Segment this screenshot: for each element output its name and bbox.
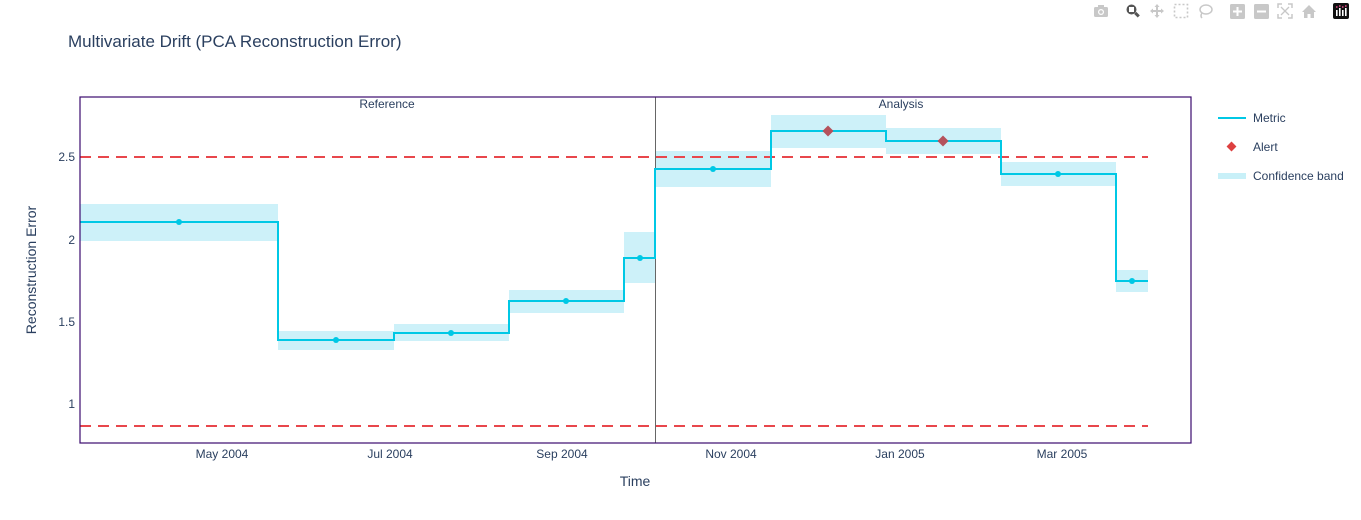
y-axis-title: Reconstruction Error	[23, 205, 39, 334]
x-tick: Mar 2005	[1037, 447, 1088, 461]
modebar	[1089, 2, 1353, 20]
lasso-select-icon[interactable]	[1193, 2, 1217, 20]
y-tick: 1	[68, 397, 75, 411]
box-select-icon[interactable]	[1169, 2, 1193, 20]
legend: Metric Alert Confidence band	[1214, 103, 1344, 190]
zoom-icon[interactable]	[1121, 2, 1145, 20]
zoom-out-icon[interactable]	[1249, 2, 1273, 20]
legend-label: Confidence band	[1253, 168, 1344, 183]
reset-axes-icon[interactable]	[1297, 2, 1321, 20]
alert-marker	[822, 125, 834, 137]
x-tick: Nov 2004	[705, 447, 757, 461]
period-label-reference: Reference	[359, 97, 415, 111]
period-label-analysis: Analysis	[879, 97, 924, 111]
plotly-logo-icon[interactable]	[1329, 2, 1353, 20]
zoom-in-icon[interactable]	[1225, 2, 1249, 20]
line-icon	[1214, 112, 1246, 124]
x-tick: Sep 2004	[536, 447, 588, 461]
legend-label: Alert	[1253, 139, 1278, 154]
x-tick: Jul 2004	[367, 447, 413, 461]
pan-icon[interactable]	[1145, 2, 1169, 20]
autoscale-icon[interactable]	[1273, 2, 1297, 20]
alert-marker	[937, 135, 949, 147]
legend-label: Metric	[1253, 110, 1286, 125]
x-axis: May 2004 Jul 2004 Sep 2004 Nov 2004 Jan …	[196, 447, 1088, 461]
y-tick: 2	[68, 233, 75, 247]
y-tick: 1.5	[58, 315, 75, 329]
legend-item-confidence-band[interactable]: Confidence band	[1214, 161, 1344, 190]
y-axis: 1 1.5 2 2.5	[58, 150, 75, 411]
y-tick: 2.5	[58, 150, 75, 164]
plot-border	[79, 96, 1192, 444]
alert-markers	[822, 125, 949, 147]
camera-icon[interactable]	[1089, 2, 1113, 20]
chart-title: Multivariate Drift (PCA Reconstruction E…	[68, 32, 402, 51]
diamond-icon	[1214, 141, 1246, 153]
legend-item-alert[interactable]: Alert	[1214, 132, 1344, 161]
metric-markers	[176, 166, 1135, 343]
band-icon	[1214, 170, 1246, 182]
x-axis-title: Time	[620, 473, 651, 489]
metric-line	[80, 130, 1148, 341]
x-tick: Jan 2005	[875, 447, 925, 461]
x-tick: May 2004	[196, 447, 249, 461]
legend-item-metric[interactable]: Metric	[1214, 103, 1344, 132]
